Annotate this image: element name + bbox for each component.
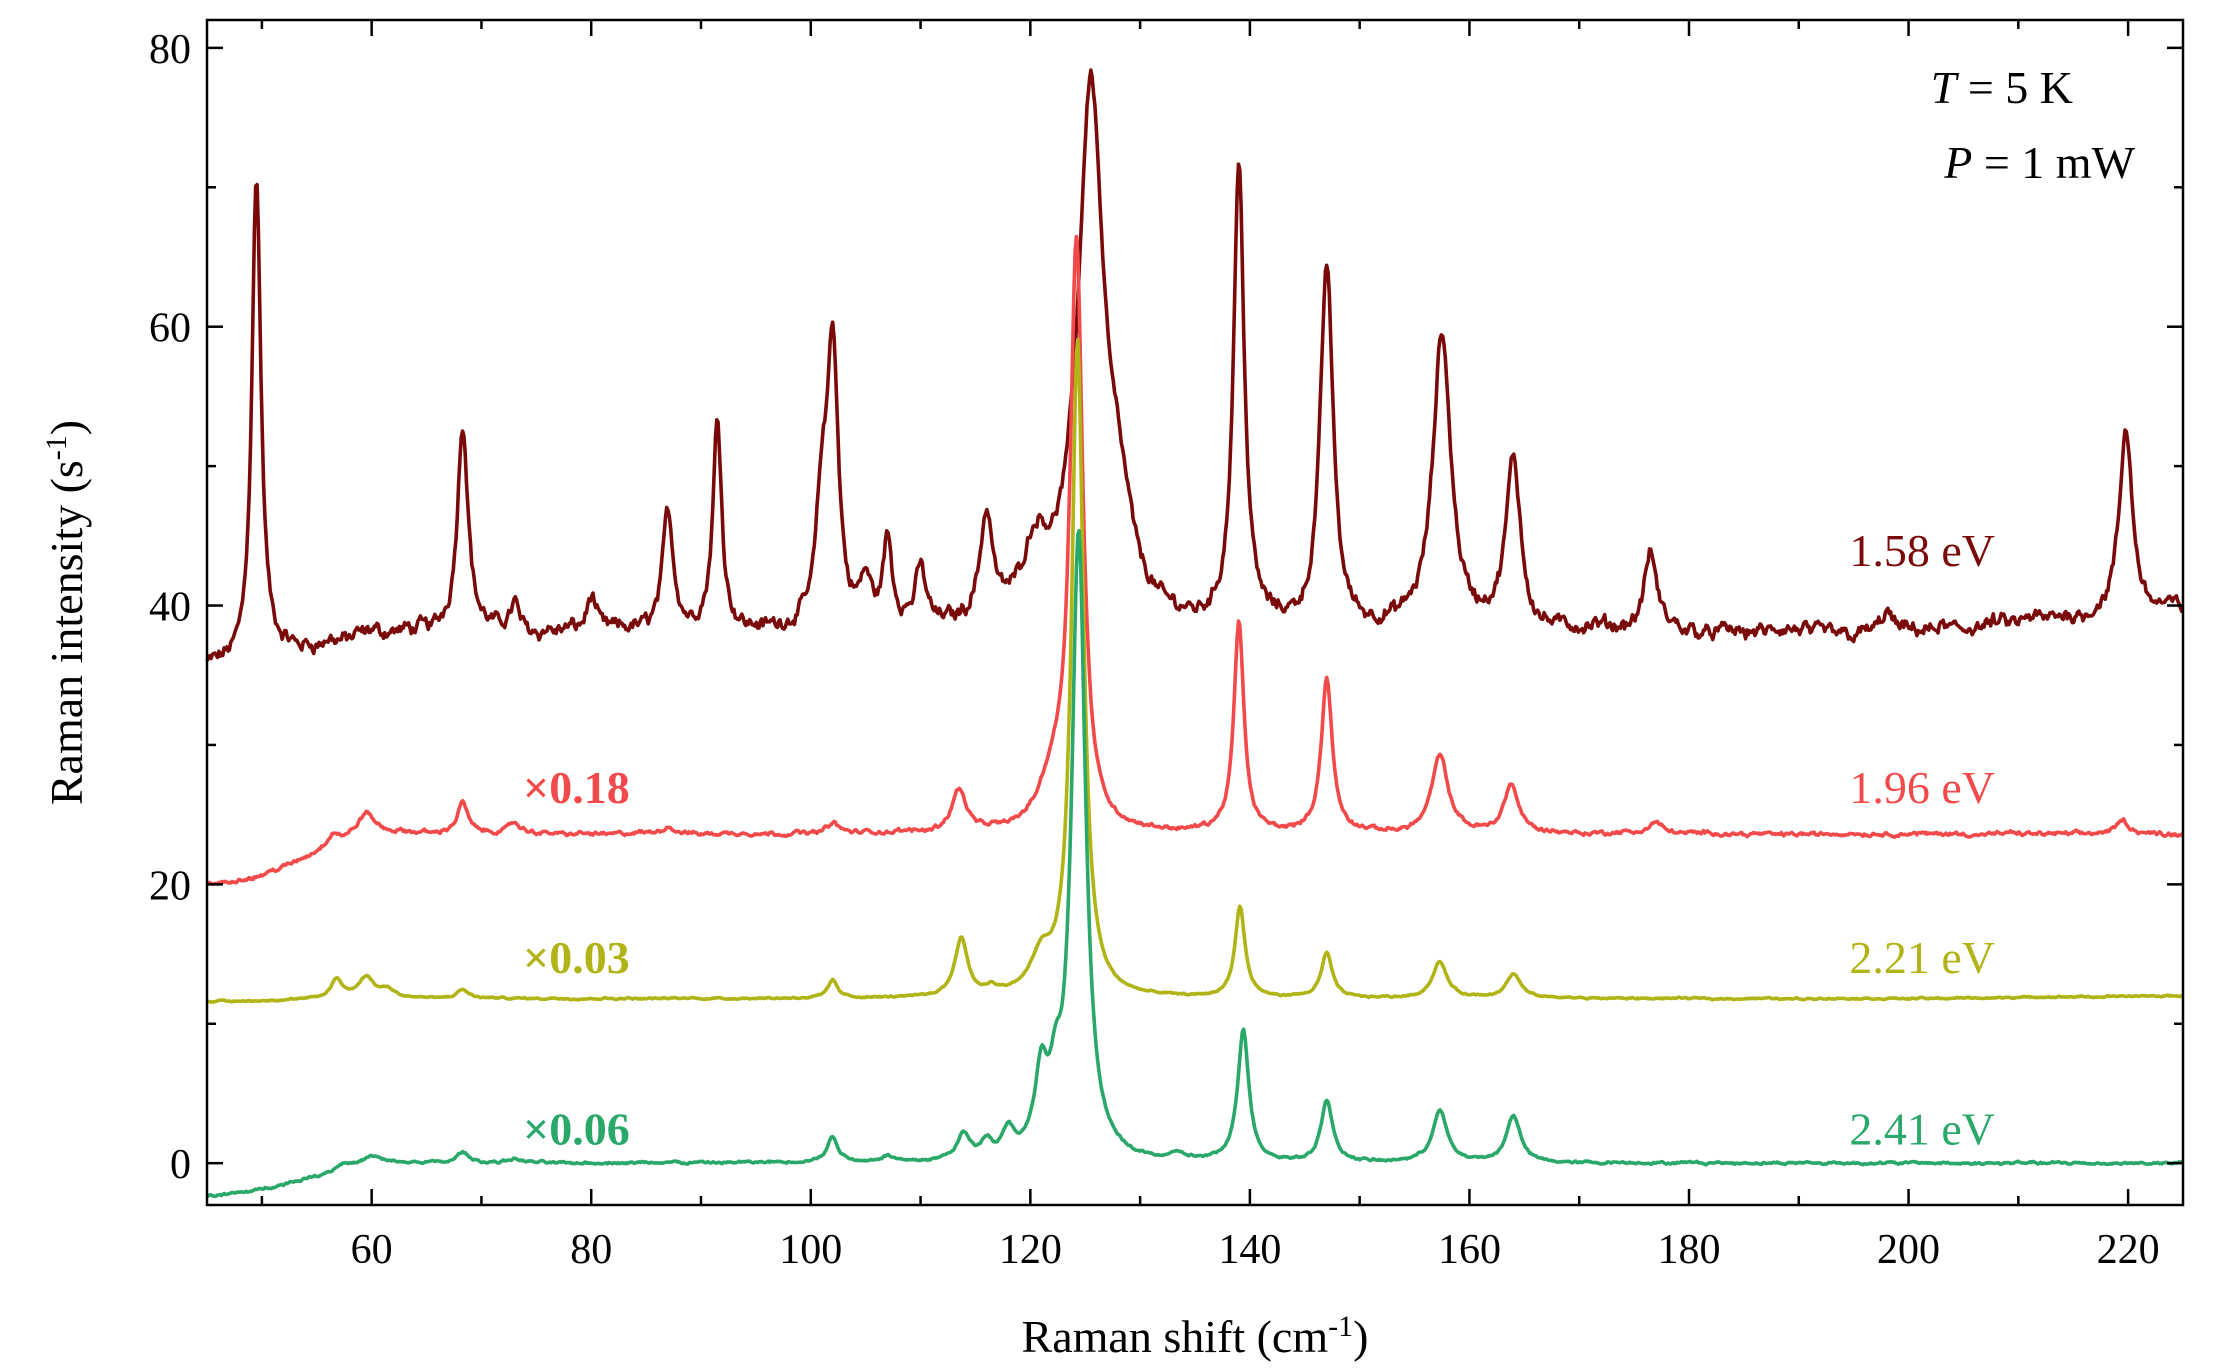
scale-factor-label: ×0.06 <box>523 1103 630 1154</box>
x-tick-label-60: 60 <box>351 1227 393 1273</box>
y-tick-label-0: 0 <box>170 1142 191 1188</box>
series-line-2-41-eV <box>206 528 2184 1198</box>
y-tick-label-40: 40 <box>149 585 191 631</box>
plot-frame <box>205 18 2185 1207</box>
series-layer <box>205 68 2185 1198</box>
y-tick-label-20: 20 <box>149 863 191 909</box>
series-label: 1.58 eV <box>1849 525 1995 576</box>
x-axis-title: Raman shift (cm-1) <box>1022 1310 1369 1363</box>
x-tick-label-220: 220 <box>2097 1227 2160 1273</box>
x-tick-label-200: 200 <box>1877 1227 1940 1273</box>
y-tick-label-80: 80 <box>149 27 191 73</box>
series-labels: 1.58 eV 1.96 eV ×0.18 2.21 eV ×0.03 2.41 eV ×0… <box>523 525 1995 1155</box>
x-tick-label-80: 80 <box>570 1227 612 1273</box>
x-tick-label-100: 100 <box>779 1227 842 1273</box>
scale-factor-label: ×0.03 <box>523 932 630 983</box>
series-line-1-58-eV <box>205 68 2184 662</box>
y-tick-label-60: 60 <box>149 306 191 352</box>
axis-ticks: 60 80 100 120 140 160 180 200 220 0 20 40 60 80 <box>149 20 2183 1273</box>
x-tick-label-140: 140 <box>1218 1227 1281 1273</box>
temperature-annotation: T = 5 K <box>1931 62 2073 113</box>
x-tick-label-180: 180 <box>1658 1227 1721 1273</box>
power-annotation: P = 1 mW <box>1943 137 2135 188</box>
series-label: 2.41 eV <box>1849 1103 1995 1154</box>
series-label: 2.21 eV <box>1849 932 1995 983</box>
x-tick-label-160: 160 <box>1438 1227 1501 1273</box>
x-tick-label-120: 120 <box>999 1227 1062 1273</box>
y-axis-title: Raman intensity (s-1) <box>40 420 93 805</box>
scale-factor-label: ×0.18 <box>523 762 630 813</box>
series-label: 1.96 eV <box>1849 762 1995 813</box>
series-line-1-96-eV <box>205 234 2185 887</box>
series-line-2-21-eV <box>206 337 2184 1004</box>
